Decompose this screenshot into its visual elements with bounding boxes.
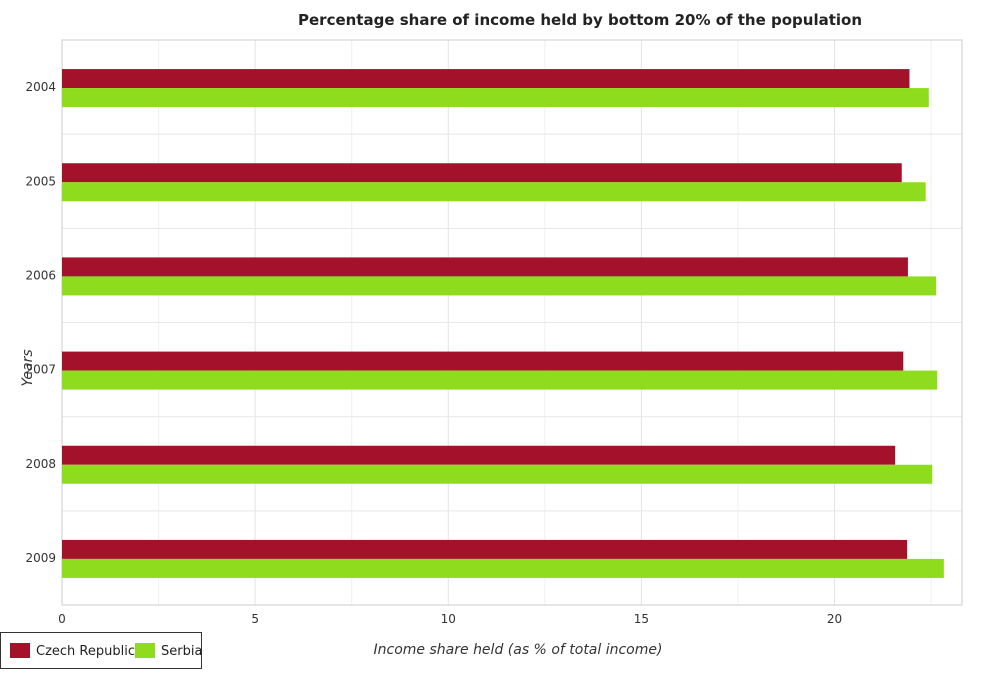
bar-czech-republic-2004 (62, 69, 910, 89)
bar-serbia-2009 (62, 558, 944, 578)
bar-serbia-2005 (62, 182, 926, 202)
y-tick-label: 2009 (25, 551, 56, 565)
x-tick-label: 10 (441, 612, 456, 626)
bar-serbia-2007 (62, 370, 938, 390)
x-tick-label: 5 (251, 612, 259, 626)
legend: Czech Republic Serbia (0, 632, 202, 669)
y-tick-label: 2006 (25, 268, 56, 282)
bar-serbia-2004 (62, 88, 929, 108)
x-tick-label: 20 (827, 612, 842, 626)
legend-label: Czech Republic (36, 644, 135, 659)
legend-swatch-serbia (135, 643, 155, 658)
legend-swatch-czech-republic (10, 643, 30, 658)
y-tick-label: 2005 (25, 174, 56, 188)
bar-czech-republic-2008 (62, 445, 896, 465)
bar-czech-republic-2009 (62, 539, 908, 559)
x-axis-label: Income share held (as % of total income) (374, 642, 663, 658)
legend-box (0, 632, 202, 669)
bar-czech-republic-2005 (62, 163, 902, 183)
y-tick-label: 2004 (25, 80, 56, 94)
y-tick-label: 2008 (25, 457, 56, 471)
bar-serbia-2006 (62, 276, 937, 296)
bar-serbia-2008 (62, 464, 933, 484)
plot-area: 0 5 10 15 20 2004 2005 2006 2007 2008 2009 (25, 39, 963, 626)
plot-frame (61, 39, 963, 606)
chart-title: Percentage share of income held by botto… (298, 11, 862, 29)
y-axis-label: Years (20, 349, 36, 386)
legend-label: Serbia (161, 644, 202, 659)
y-tick-label: 2007 (25, 363, 56, 377)
x-tick-label: 0 (58, 612, 66, 626)
x-tick-label: 15 (634, 612, 649, 626)
bar-czech-republic-2006 (62, 257, 908, 277)
bar-czech-republic-2007 (62, 351, 904, 371)
